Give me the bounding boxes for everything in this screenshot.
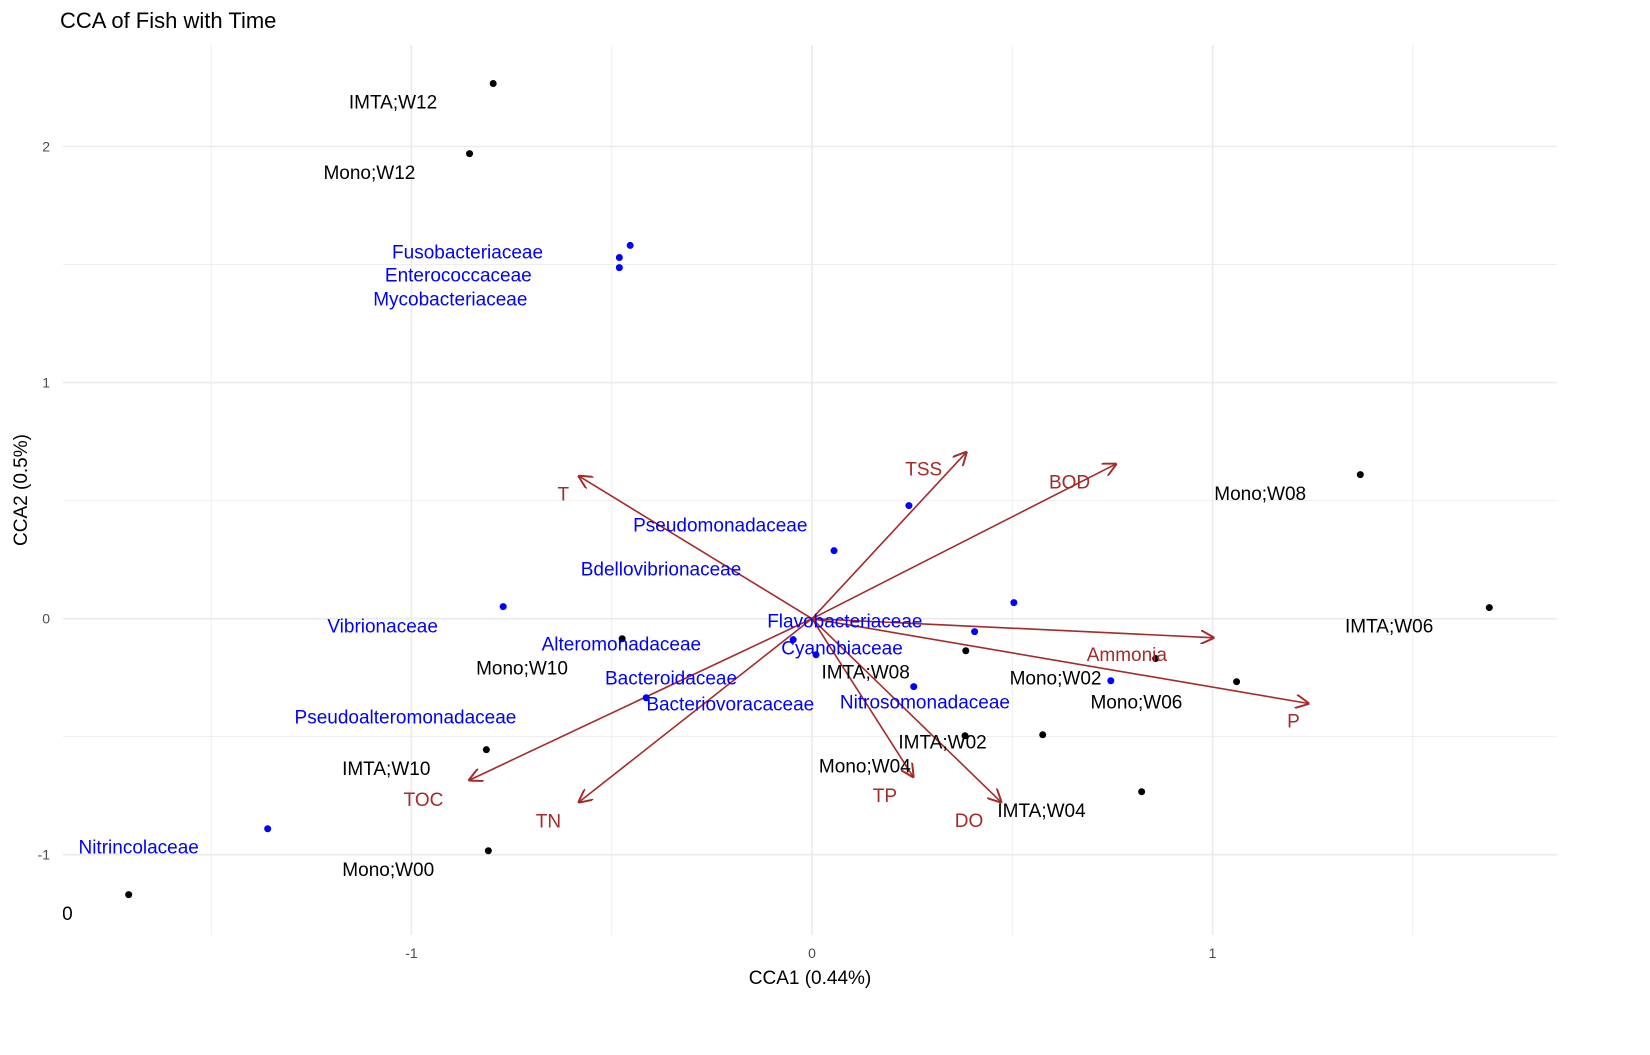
species-label: Flavobacteriaceae [767,612,922,633]
species-point [789,636,797,644]
species-point [1010,599,1018,607]
axis-ticks: -1 0 1 -1 0 1 2 [38,139,1217,961]
species-label: Mycobacteriaceae [373,290,527,311]
site-point [618,635,626,643]
env-label: TSS [905,460,942,481]
y-axis-title: CCA2 (0.5%) [11,434,32,546]
species-point [910,683,918,691]
site-label: Mono;W12 [323,163,415,184]
species-point [830,547,838,555]
env-arrow-t [578,476,813,620]
species-point [812,651,820,659]
env-arrow-tn [578,618,813,803]
site-point [1039,731,1047,739]
site-point [466,150,474,158]
site-label: Mono;W08 [1214,484,1306,505]
species-point [615,264,623,272]
species-point [499,603,507,611]
site-point [484,847,492,855]
species-label: Vibrionaceae [327,617,438,638]
env-label: T [557,485,569,506]
env-arrow-tp [811,618,914,778]
site-label: IMTA;W06 [1345,617,1433,638]
species-label: Bacteroidaceae [605,669,737,690]
species-label: Nitrincolaceae [78,838,198,859]
species-label: Fusobacteriaceae [392,242,543,263]
env-arrow-ammonia [811,617,1215,638]
chart-title: CCA of Fish with Time [60,8,276,33]
env-arrow-toc [468,617,813,781]
plot-panel: Fusobacteriaceae Enterococcaceae Mycobacte… [0,79,1493,925]
env-label: TOC [404,790,444,811]
site-point [1485,604,1493,612]
env-arrow-bod [811,464,1117,620]
species-label: Cyanobiaceae [781,638,902,659]
site-point [489,79,497,87]
site-point [962,647,970,655]
site-label: IMTA;W12 [349,93,437,114]
env-label: P [1287,712,1300,733]
site-label: IMTA;W00 [0,904,73,925]
species-label: Pseudomonadaceae [633,516,807,537]
site-label: Mono;W00 [342,860,434,881]
grid [63,45,1557,935]
species-point [905,502,913,510]
x-tick-label: 1 [1209,945,1217,961]
species-label: Bdellovibrionaceae [581,560,742,581]
species-point [264,825,272,833]
species-point [971,628,979,636]
species-label: Bacteriovoracaceae [646,695,814,716]
species-label: Pseudoalteromonadaceae [295,708,517,729]
y-tick-label: 0 [42,611,50,627]
site-point [125,891,133,899]
site-point [961,732,969,740]
site-label: Mono;W06 [1090,692,1182,713]
env-arrow-do [811,618,1002,803]
site-point [1152,655,1160,663]
env-label: DO [955,811,984,832]
env-arrow-tss [811,452,967,620]
env-label: Ammonia [1087,645,1168,666]
env-label: TP [873,786,897,807]
species-label: Alteromonadaceae [542,634,702,655]
y-tick-label: -1 [38,847,51,863]
species-point [626,241,634,249]
species-point [615,253,623,261]
site-label: IMTA;W02 [898,732,986,753]
x-tick-label: -1 [405,945,418,961]
site-label: IMTA;W04 [997,801,1086,822]
site-label: Mono;W10 [476,658,568,679]
species-point [1107,677,1115,685]
site-point [1356,471,1364,479]
site-label: IMTA;W08 [822,662,910,683]
env-label: BOD [1049,473,1090,494]
env-label: TN [536,812,561,833]
y-tick-label: 2 [42,139,50,155]
site-label: IMTA;W10 [342,759,430,780]
x-axis-title: CCA1 (0.44%) [749,968,872,989]
site-label: Mono;W02 [1010,668,1102,689]
species-label: Enterococcaceae [385,266,532,287]
site-label: Mono;W04 [819,756,911,777]
site-point [1233,678,1241,686]
site-point [482,746,490,754]
site-point [1138,788,1146,796]
species-label: Nitrosomonadaceae [840,693,1010,714]
x-tick-label: 0 [808,945,816,961]
species-point [642,694,650,702]
env-arrow-p [811,617,1309,704]
y-tick-label: 1 [42,375,50,391]
